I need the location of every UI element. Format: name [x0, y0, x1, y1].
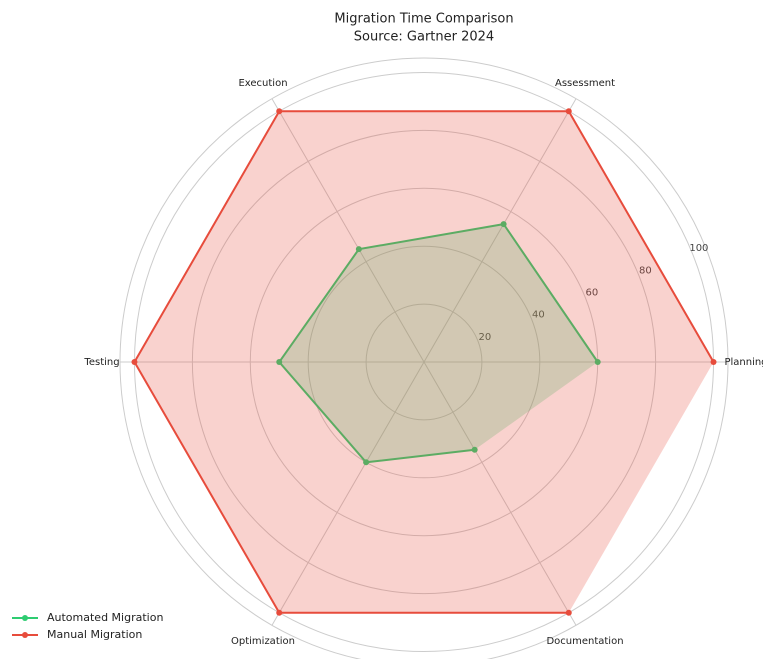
- series-line: [277, 223, 599, 464]
- series-area: [279, 224, 598, 463]
- spoke: [271, 98, 425, 363]
- data-point: [276, 359, 283, 365]
- spoke: [423, 361, 577, 626]
- legend-marker: [22, 615, 28, 621]
- data-point: [276, 108, 283, 115]
- data-point: [276, 609, 283, 616]
- category-label: Optimization: [231, 636, 295, 647]
- chart-title: Migration Time Comparison: [334, 12, 513, 27]
- r-tick-label: 60: [586, 287, 599, 298]
- data-point: [355, 246, 362, 253]
- category-label: Assessment: [555, 78, 615, 89]
- data-point: [594, 359, 601, 365]
- data-point: [471, 446, 478, 453]
- legend-marker: [22, 632, 28, 638]
- spoke: [271, 361, 425, 626]
- legend-label: Manual Migration: [47, 628, 142, 641]
- r-tick-label: 40: [532, 310, 545, 321]
- r-tick-label: 20: [479, 332, 492, 343]
- category-label: Testing: [83, 357, 119, 368]
- series-line: [133, 110, 715, 614]
- data-point: [565, 609, 572, 616]
- legend-label: Automated Migration: [47, 611, 163, 624]
- r-tick-label: 80: [639, 265, 652, 276]
- data-point: [565, 108, 572, 115]
- data-point: [363, 459, 370, 466]
- series-area: [134, 111, 714, 613]
- category-label: Documentation: [546, 636, 623, 647]
- category-label: Execution: [238, 78, 287, 89]
- data-point: [710, 359, 717, 365]
- data-point: [500, 221, 507, 228]
- r-tick-label: 100: [689, 243, 708, 254]
- data-point: [131, 359, 138, 365]
- category-label: Planning: [724, 357, 763, 368]
- spoke: [423, 98, 577, 363]
- chart-subtitle: Source: Gartner 2024: [354, 30, 494, 45]
